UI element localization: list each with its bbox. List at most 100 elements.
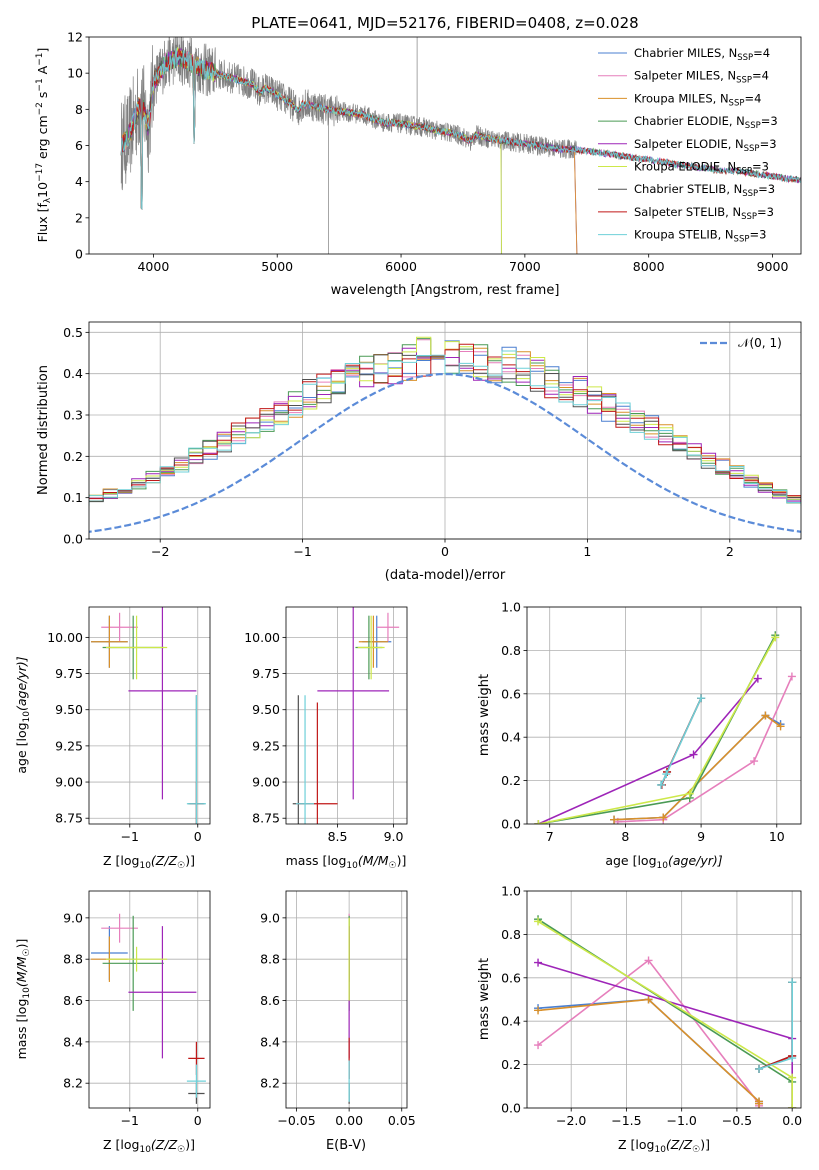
x-tick-label: 0 [194, 1113, 202, 1128]
label-part: SSP [744, 144, 760, 154]
spectrum-panel: 4000 5000 6000 7000 8000 9000 0 2 4 6 8 10 12 Chabrie… [35, 14, 802, 298]
label-part: age [log [14, 722, 29, 773]
label-part: =3 [761, 114, 778, 128]
x-tick-label: −1 [121, 1113, 139, 1128]
legend: 𝒩(0, 1) [700, 336, 782, 350]
axes-frame [88, 890, 211, 1109]
x-tick-label: 2 [726, 544, 734, 559]
label-part: SSP [742, 189, 758, 199]
weight-marker [610, 815, 619, 824]
y-tick-label: 9.0 [63, 910, 83, 925]
weight-marker [755, 1099, 764, 1108]
legend-label: Kroupa ELODIE, NSSP=3 [634, 160, 769, 177]
label-part: 10 [139, 1145, 151, 1155]
label-part: Salpeter STELIB, N [634, 205, 741, 219]
y-tick-label: 8.8 [63, 952, 83, 967]
label-part: =4 [752, 69, 769, 83]
age-weight-xlabel: age [log10(age/yr)] [605, 853, 722, 871]
x-tick-label: 9.0 [384, 829, 404, 844]
y-tick-label: 9.0 [260, 910, 280, 925]
y-tick-label: 0.3 [63, 408, 83, 423]
label-part: 10 [657, 861, 669, 871]
label-part: (Z/Z [666, 1137, 693, 1152]
weight-marker [659, 813, 668, 822]
residual-panel: −2 −1 0 1 2 0.0 0.1 0.2 0.3 0.4 0.5 𝒩(0, 1) (data-mo… [36, 321, 802, 583]
x-tick-label: 8 [621, 829, 629, 844]
weight-marker [753, 674, 762, 683]
x-tick-label: 0 [194, 829, 202, 844]
legend-label: Chabrier STELIB, NSSP=3 [634, 182, 775, 199]
label-part: SSP [737, 53, 753, 63]
y-tick-label: 0.4 [501, 730, 521, 745]
plot-area [534, 915, 797, 1108]
grid [286, 891, 407, 1108]
label-part: 10 [22, 987, 32, 999]
weight-marker [662, 770, 671, 779]
label-part: )] [14, 939, 29, 949]
label-part: age [log [605, 853, 656, 868]
label-part: Salpeter MILES, N [634, 69, 736, 83]
ticks: −2 −1 0 1 2 0.0 0.1 0.2 0.3 0.4 0.5 [63, 325, 734, 559]
ticks: −0.05 0.00 0.05 8.2 8.4 8.6 8.8 9.0 [260, 910, 416, 1128]
y-tick-label: 0.1 [63, 490, 83, 505]
hist-salpeter-miles [89, 339, 801, 504]
ticks: 7 8 9 10 0.0 0.2 0.4 0.6 0.8 1.0 [501, 600, 785, 845]
mass-age-xlabel: mass [log10(M/M☉)] [286, 853, 407, 871]
label-part: 10 [654, 1145, 666, 1155]
legend-label: Chabrier ELODIE, NSSP=3 [634, 114, 778, 131]
weight-marker [644, 995, 653, 1004]
legend-label: Salpeter ELODIE, NSSP=3 [634, 137, 777, 154]
spectrum-title: PLATE=0641, MJD=52176, FIBERID=0408, z=0… [251, 14, 638, 32]
label-part: Z [log [103, 1137, 139, 1152]
legend-label: Kroupa STELIB, NSSP=3 [634, 228, 766, 245]
y-tick-label: 10 [67, 66, 83, 81]
label-part: ] [35, 48, 50, 53]
z-age-ylabel: age [log10(age/yr)] [14, 656, 32, 773]
weight-marker [534, 1041, 543, 1050]
weight-line-kroupa-miles [613, 714, 782, 821]
weight-marker [771, 633, 780, 642]
y-tick-label: 8.6 [260, 993, 280, 1008]
weight-marker [689, 750, 698, 759]
plot-area [91, 913, 206, 1104]
weight-marker [644, 956, 653, 965]
label-part: (M/M [358, 853, 389, 868]
plot-area [89, 336, 801, 533]
model-line-kroupa-stelib [120, 47, 801, 211]
y-tick-label: 12 [67, 30, 83, 45]
label-part: 10 [139, 861, 151, 871]
weight-marker [750, 757, 759, 766]
y-tick-label: 0.0 [501, 1101, 521, 1116]
label-part: Chabrier MILES, N [634, 46, 737, 60]
label-part: mass [log [286, 853, 347, 868]
weight-line-chabrier-elodie [538, 634, 777, 824]
label-part: =3 [749, 228, 766, 242]
z-weight-ylabel: mass weight [477, 958, 492, 1040]
label-part: −1 [35, 78, 45, 91]
label-part: =4 [744, 91, 761, 105]
label-part: −2 [35, 102, 45, 115]
axes-frame [88, 36, 802, 255]
age-weight-ylabel: mass weight [477, 674, 492, 756]
ticks: −1 0 8.2 8.4 8.6 8.8 9.0 [63, 910, 202, 1128]
label-part: −17 [35, 163, 45, 182]
label-part: SSP [741, 212, 757, 222]
ticks: −1 0 8.75 9.00 9.25 9.50 9.75 10.00 [47, 630, 202, 844]
y-tick-label: 0.2 [501, 773, 521, 788]
axes-frame [88, 321, 802, 540]
ebv-mass-panel: −0.05 0.00 0.05 8.2 8.4 8.6 8.8 9.0 E(B-V) [260, 890, 416, 1153]
legend-label: Kroupa MILES, NSSP=4 [634, 91, 761, 108]
y-tick-label: 8.4 [260, 1034, 280, 1049]
plot-area [120, 37, 801, 254]
y-tick-label: 6 [75, 138, 83, 153]
axes-frame [285, 606, 408, 825]
label-part: (age/yr)] [668, 853, 723, 868]
grid [286, 607, 407, 824]
label-part: =3 [757, 205, 774, 219]
label-part: Salpeter ELODIE, N [634, 137, 744, 151]
x-tick-label: −0.5 [722, 1113, 752, 1128]
y-tick-label: 8.2 [260, 1076, 280, 1091]
y-tick-label: 9.25 [55, 738, 83, 753]
x-tick-label: −2 [151, 544, 169, 559]
